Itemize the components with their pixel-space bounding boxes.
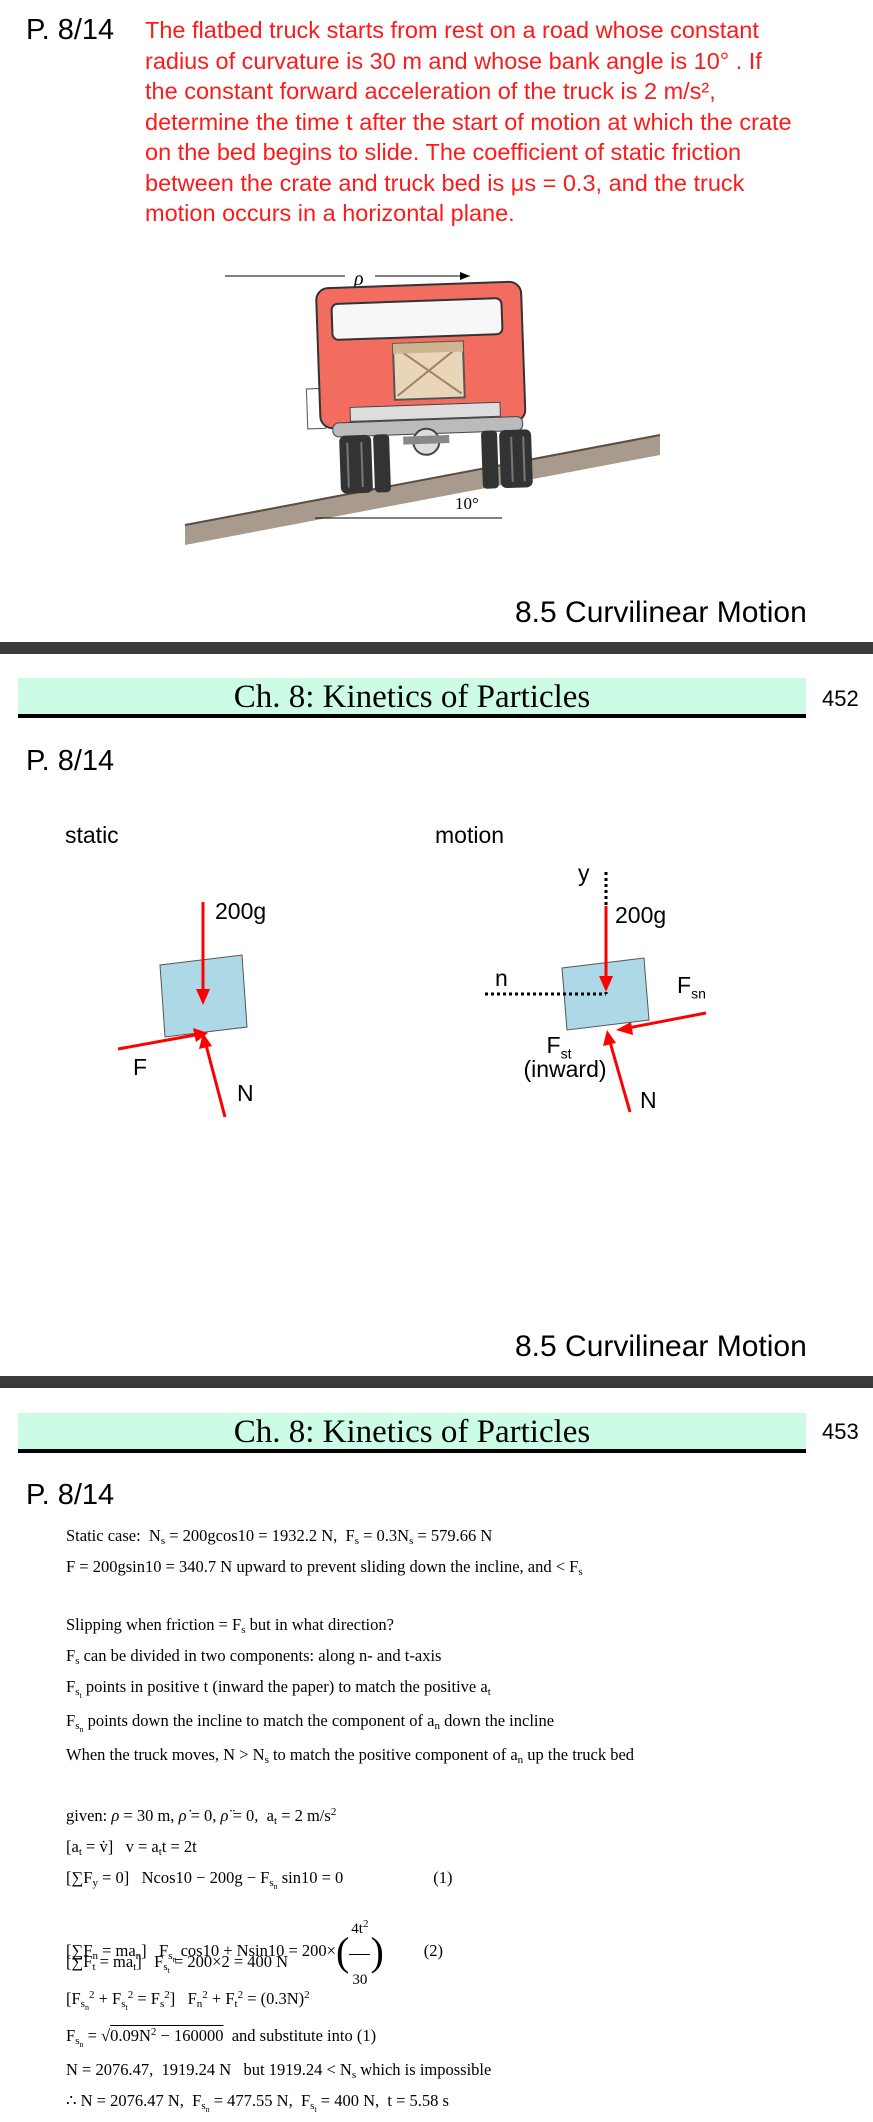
- problem-number: P. 8/14: [26, 14, 115, 46]
- problem-line: between the crate and truck bed is μs = …: [145, 169, 745, 196]
- static-free-body-diagram: [117, 902, 248, 1118]
- problem-line: determine the time t after the start of …: [145, 108, 792, 135]
- friction-label: F: [133, 1054, 148, 1080]
- road-incline: [185, 435, 660, 545]
- page-number: 453: [822, 1419, 859, 1444]
- section-title: 8.5 Curvilinear Motion: [515, 596, 807, 629]
- problem-number: P. 8/14: [26, 1479, 115, 1511]
- normal-label: N: [237, 1080, 254, 1106]
- solution-text: Static case: Ns = 200gcos10 = 1932.2 N, …: [66, 1526, 635, 2114]
- problem-line: the constant forward acceleration of the…: [145, 78, 716, 104]
- normal-label: N: [640, 1087, 657, 1113]
- rho-label: ρ: [353, 268, 364, 290]
- y-axis-label: y: [578, 860, 590, 886]
- problem-line: The flatbed truck starts from rest on a …: [145, 17, 759, 43]
- motion-label: motion: [435, 822, 505, 848]
- static-label: static: [65, 822, 119, 848]
- n-axis-label: n: [495, 965, 508, 991]
- section-title: 8.5 Curvilinear Motion: [515, 1330, 807, 1363]
- problem-number: P. 8/14: [26, 745, 115, 777]
- page-number: 452: [822, 686, 859, 711]
- problem-line: radius of curvature is 30 m and whose ba…: [145, 47, 762, 74]
- problem-line: motion occurs in a horizontal plane.: [145, 200, 515, 226]
- truck-figure: 10° ρ: [184, 268, 661, 545]
- slide-divider: [0, 1376, 873, 1388]
- chapter-title: Ch. 8: Kinetics of Particles: [18, 678, 806, 718]
- truck: [305, 280, 533, 494]
- weight-label: 200g: [615, 902, 667, 928]
- weight-label: 200g: [215, 898, 267, 924]
- fsn-label: Fsn: [677, 972, 706, 1002]
- problem-line: on the bed begins to slide. The coeffici…: [145, 139, 742, 165]
- angle-label: 10°: [455, 494, 479, 513]
- chapter-title: Ch. 8: Kinetics of Particles: [18, 1413, 806, 1453]
- motion-free-body-diagram: [485, 872, 707, 1113]
- slide-divider: [0, 642, 873, 654]
- problem-statement: The flatbed truck starts from rest on a …: [145, 15, 845, 229]
- fst-label: Fst (inward): [523, 1032, 607, 1082]
